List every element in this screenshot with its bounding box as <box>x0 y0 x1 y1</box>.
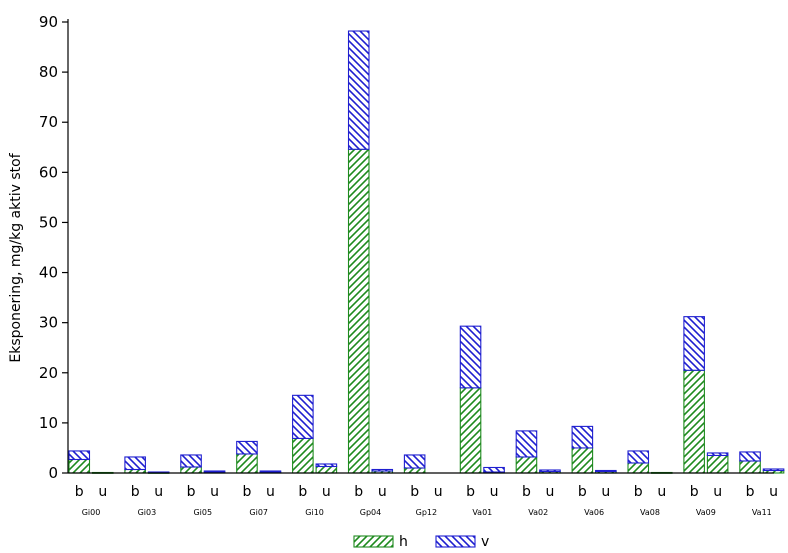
x-subcategory-label: b <box>298 484 307 500</box>
bar-v-Gi05-u <box>203 470 226 473</box>
x-subcategory-label: u <box>154 484 163 500</box>
y-axis: 0 10 20 30 40 50 60 70 80 90 <box>39 13 69 482</box>
bar-h-Va01-b <box>459 387 482 474</box>
x-group-label: Va09 <box>696 508 716 517</box>
x-subcategory-label: u <box>769 484 778 500</box>
bar-h-Gi07-b <box>236 453 258 474</box>
legend-label-v: v <box>481 534 489 550</box>
x-subcategory-label: b <box>690 484 699 500</box>
x-subcategory-label: u <box>713 484 722 500</box>
y-tick-label: 50 <box>39 213 58 231</box>
x-subcategory-label: b <box>578 484 587 500</box>
bar-v-Gp12-b <box>403 454 426 469</box>
bar-h-Gi10-u <box>315 465 338 474</box>
bar-v-Gp04-u <box>371 468 394 472</box>
bar-h-Gp04-b <box>347 148 370 474</box>
x-group-label: Gi07 <box>249 508 268 517</box>
bar-v-Va08-b <box>627 450 650 464</box>
x-subcategory-label: u <box>546 484 555 500</box>
y-tick-label: 10 <box>39 414 58 432</box>
x-subcategory-label: b <box>634 484 643 500</box>
bar-v-Va11-u <box>762 468 785 472</box>
x-group-label: Va08 <box>640 508 660 517</box>
bar-v-Va09-b <box>683 316 705 371</box>
y-tick-label: 30 <box>39 314 58 332</box>
legend-swatch-h <box>353 535 394 548</box>
x-group-label: Va02 <box>528 508 548 517</box>
x-subcategory-label: u <box>657 484 666 500</box>
bar-h-Gi10-b <box>292 437 314 474</box>
y-tick-label: 0 <box>48 464 58 482</box>
x-subcategory-label: b <box>466 484 475 500</box>
bar-v-Va02-b <box>515 430 538 458</box>
bar-v-Gi07-u <box>259 470 282 473</box>
bar-h-Gp12-b <box>403 467 426 474</box>
legend-label-h: h <box>399 534 408 550</box>
bar-v-Va02-u <box>539 469 561 473</box>
x-subcategory-label: b <box>187 484 196 500</box>
x-group-label: Va06 <box>584 508 604 517</box>
x-subcategory-label: u <box>378 484 387 500</box>
bar-h-Va02-b <box>515 456 538 474</box>
y-tick-label: 90 <box>39 13 58 31</box>
x-group-label: Va01 <box>472 508 492 517</box>
legend-swatch-v <box>435 535 476 548</box>
y-tick-label: 20 <box>39 364 58 382</box>
x-group-label: Gp04 <box>360 508 381 517</box>
y-tick-label: 80 <box>39 63 58 81</box>
bar-v-Gp04-b <box>347 30 370 150</box>
x-group-label: Gp12 <box>416 508 437 517</box>
x-subcategory-label: u <box>322 484 331 500</box>
y-axis-label: Eksponering, mg/kg aktiv stof <box>8 152 24 362</box>
bar-v-Gi03-b <box>124 456 146 471</box>
x-group-label: Gi05 <box>193 508 212 517</box>
bar-v-Gi05-b <box>180 454 202 468</box>
bar-v-Va09-u <box>706 452 729 457</box>
bar-h-Va08-b <box>627 462 650 474</box>
bar-v-Gi10-u <box>315 463 338 468</box>
bar-v-Va11-b <box>739 451 761 462</box>
bar-v-Va01-u <box>483 466 505 473</box>
x-group-label: Gi00 <box>82 508 101 517</box>
bar-v-Gi10-b <box>292 394 314 439</box>
y-tick-label: 70 <box>39 113 58 131</box>
x-group-label: Gi03 <box>138 508 157 517</box>
x-subcategory-label: b <box>131 484 140 500</box>
x-group-label: Va11 <box>752 508 772 517</box>
x-subcategory-label: b <box>522 484 531 500</box>
x-subcategory-label: b <box>746 484 755 500</box>
bar-v-Va06-u <box>595 469 617 473</box>
x-subcategory-label: u <box>98 484 107 500</box>
bar-v-Gi07-b <box>236 440 258 455</box>
x-subcategory-label: b <box>410 484 419 500</box>
x-subcategory-label: u <box>601 484 610 500</box>
bars <box>68 30 785 474</box>
bar-v-Va01-b <box>459 325 482 389</box>
x-subcategory-label: u <box>434 484 443 500</box>
x-subcategory-label: b <box>354 484 363 500</box>
x-group-label: Gi10 <box>305 508 324 517</box>
x-subcategory-label: b <box>243 484 252 500</box>
bar-h-Va09-u <box>706 454 729 474</box>
bar-h-Gi05-b <box>180 466 202 474</box>
bar-h-Va09-b <box>683 369 705 474</box>
x-subcategory-label: u <box>210 484 219 500</box>
x-subcategory-label: u <box>490 484 499 500</box>
bar-v-Gi00-b <box>68 450 91 461</box>
bar-h-Gi00-b <box>68 458 91 474</box>
bar-v-Va06-b <box>571 425 594 449</box>
y-tick-label: 40 <box>39 264 58 282</box>
x-subcategory-label: b <box>75 484 84 500</box>
y-tick-label: 60 <box>39 163 58 181</box>
bar-h-Va11-b <box>739 460 761 474</box>
bar-h-Va06-b <box>571 447 594 474</box>
x-subcategory-label: u <box>266 484 275 500</box>
